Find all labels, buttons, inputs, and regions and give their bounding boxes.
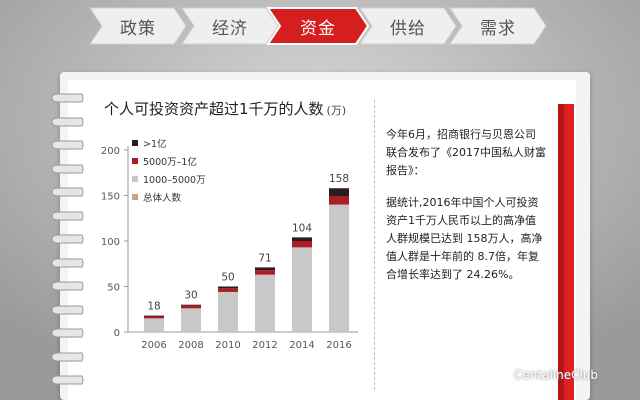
chart-title: 个人可投资资产超过1千万的人数 (万) <box>104 98 346 119</box>
ring-11 <box>50 347 84 361</box>
watermark-text: CentalineClub <box>514 368 599 382</box>
ring-9 <box>50 300 84 314</box>
x-tick-label: 2008 <box>178 340 203 351</box>
total-label: 71 <box>258 252 271 264</box>
tab-shape <box>181 7 279 45</box>
ring-12 <box>50 370 84 385</box>
bar-segment-0 <box>292 247 312 332</box>
bar-segment-0 <box>144 318 164 332</box>
bar-segment-2 <box>144 315 164 317</box>
tab-arrow <box>89 7 187 45</box>
tab-arrow <box>449 7 547 45</box>
ring-3 <box>50 159 84 173</box>
bar-segment-2 <box>255 267 275 271</box>
chart-title-text: 个人可投资资产超过1千万的人数 <box>104 100 324 118</box>
tab-label: 资金 <box>300 18 336 39</box>
y-tick-label: 200 <box>101 146 120 157</box>
ring-10 <box>50 323 84 338</box>
bar-segment-1 <box>181 305 201 309</box>
total-label: 104 <box>292 222 312 234</box>
total-label: 30 <box>184 290 197 302</box>
legend-item-1000-5000w: 1000–5000万 <box>132 172 206 186</box>
legend-swatch <box>132 176 138 182</box>
tab-arrow <box>181 7 279 45</box>
legend-label: 5000万–1亿 <box>143 157 197 168</box>
tab-arrow <box>359 7 457 45</box>
watermark: CentalineClub <box>492 368 598 382</box>
page-divider <box>374 100 375 390</box>
bar-segment-2 <box>292 237 312 241</box>
tab-shape <box>89 7 187 45</box>
tab-2[interactable]: 资金 <box>266 6 370 46</box>
bar-segment-1 <box>218 288 238 292</box>
x-tick-label: 2014 <box>289 340 314 351</box>
bar-segment-1 <box>255 270 275 275</box>
bar-segment-0 <box>255 274 275 332</box>
wechat-icon <box>492 368 510 382</box>
tab-3[interactable]: 供给 <box>358 6 458 46</box>
ring-6 <box>50 229 84 244</box>
tab-0[interactable]: 政策 <box>88 6 188 46</box>
bar-segment-1 <box>144 316 164 319</box>
legend-swatch <box>132 140 138 146</box>
bar-chart: 0 50 100 150 200 18 2006 30 2008 50 2010 71 2012 104 2… <box>101 146 358 351</box>
ring-2 <box>50 135 84 150</box>
legend-label: 总体人数 <box>143 193 182 204</box>
legend-swatch <box>132 158 138 164</box>
tab-arrow <box>266 7 370 45</box>
bar-segment-0 <box>329 204 349 332</box>
bar-segment-1 <box>292 241 312 248</box>
ring-1 <box>50 112 84 126</box>
text-panel: 今年6月，招商银行与贝恩公司联合发布了《2017中国私人财富报告》： 据统计,2… <box>386 126 546 298</box>
tab-4[interactable]: 需求 <box>448 6 548 46</box>
red-bookmark-strip <box>558 104 574 400</box>
legend-item-total: 总体人数 <box>132 190 181 204</box>
x-tick-label: 2006 <box>141 340 166 351</box>
bar-segment-2 <box>218 286 238 289</box>
total-label: 50 <box>221 272 234 284</box>
bar-segment-1 <box>329 196 349 205</box>
tab-shape <box>359 7 457 45</box>
ring-7 <box>50 253 84 267</box>
bar-segment-0 <box>181 308 201 332</box>
tab-label: 政策 <box>120 18 156 39</box>
notebook-page <box>68 80 576 400</box>
bar-segment-2 <box>329 188 349 197</box>
ring-4 <box>50 182 84 197</box>
tab-shape <box>449 7 547 45</box>
tab-shape <box>266 7 370 45</box>
y-tick-label: 150 <box>101 192 120 203</box>
x-tick-label: 2010 <box>215 340 240 351</box>
y-tick-label: 0 <box>114 328 120 339</box>
total-label: 18 <box>147 301 160 313</box>
y-tick-label: 100 <box>101 237 120 248</box>
legend-item-gt1yi: >1亿 <box>132 136 167 150</box>
chart-unit: (万) <box>326 104 347 117</box>
legend-item-5000w-1yi: 5000万–1亿 <box>132 154 197 168</box>
ring-0 <box>50 88 84 103</box>
tab-1[interactable]: 经济 <box>180 6 280 46</box>
ring-5 <box>50 206 84 220</box>
report-intro: 今年6月，招商银行与贝恩公司联合发布了《2017中国私人财富报告》： <box>386 128 546 177</box>
ring-8 <box>50 276 84 291</box>
total-label: 158 <box>329 173 349 185</box>
legend-swatch <box>132 194 138 200</box>
bar-segment-0 <box>218 291 238 332</box>
tab-label: 供给 <box>390 18 426 39</box>
legend-label: 1000–5000万 <box>143 175 206 186</box>
x-tick-label: 2012 <box>252 340 277 351</box>
y-tick-label: 50 <box>107 283 120 294</box>
legend-label: >1亿 <box>143 139 167 150</box>
report-stats: 据统计,2016年中国个人可投资资产1千万人民币以上的高净值人群规模已达到 15… <box>386 196 543 281</box>
tab-label: 需求 <box>480 18 516 39</box>
tab-label: 经济 <box>212 18 248 39</box>
bar-segment-2 <box>181 304 201 306</box>
x-tick-label: 2016 <box>326 340 351 351</box>
